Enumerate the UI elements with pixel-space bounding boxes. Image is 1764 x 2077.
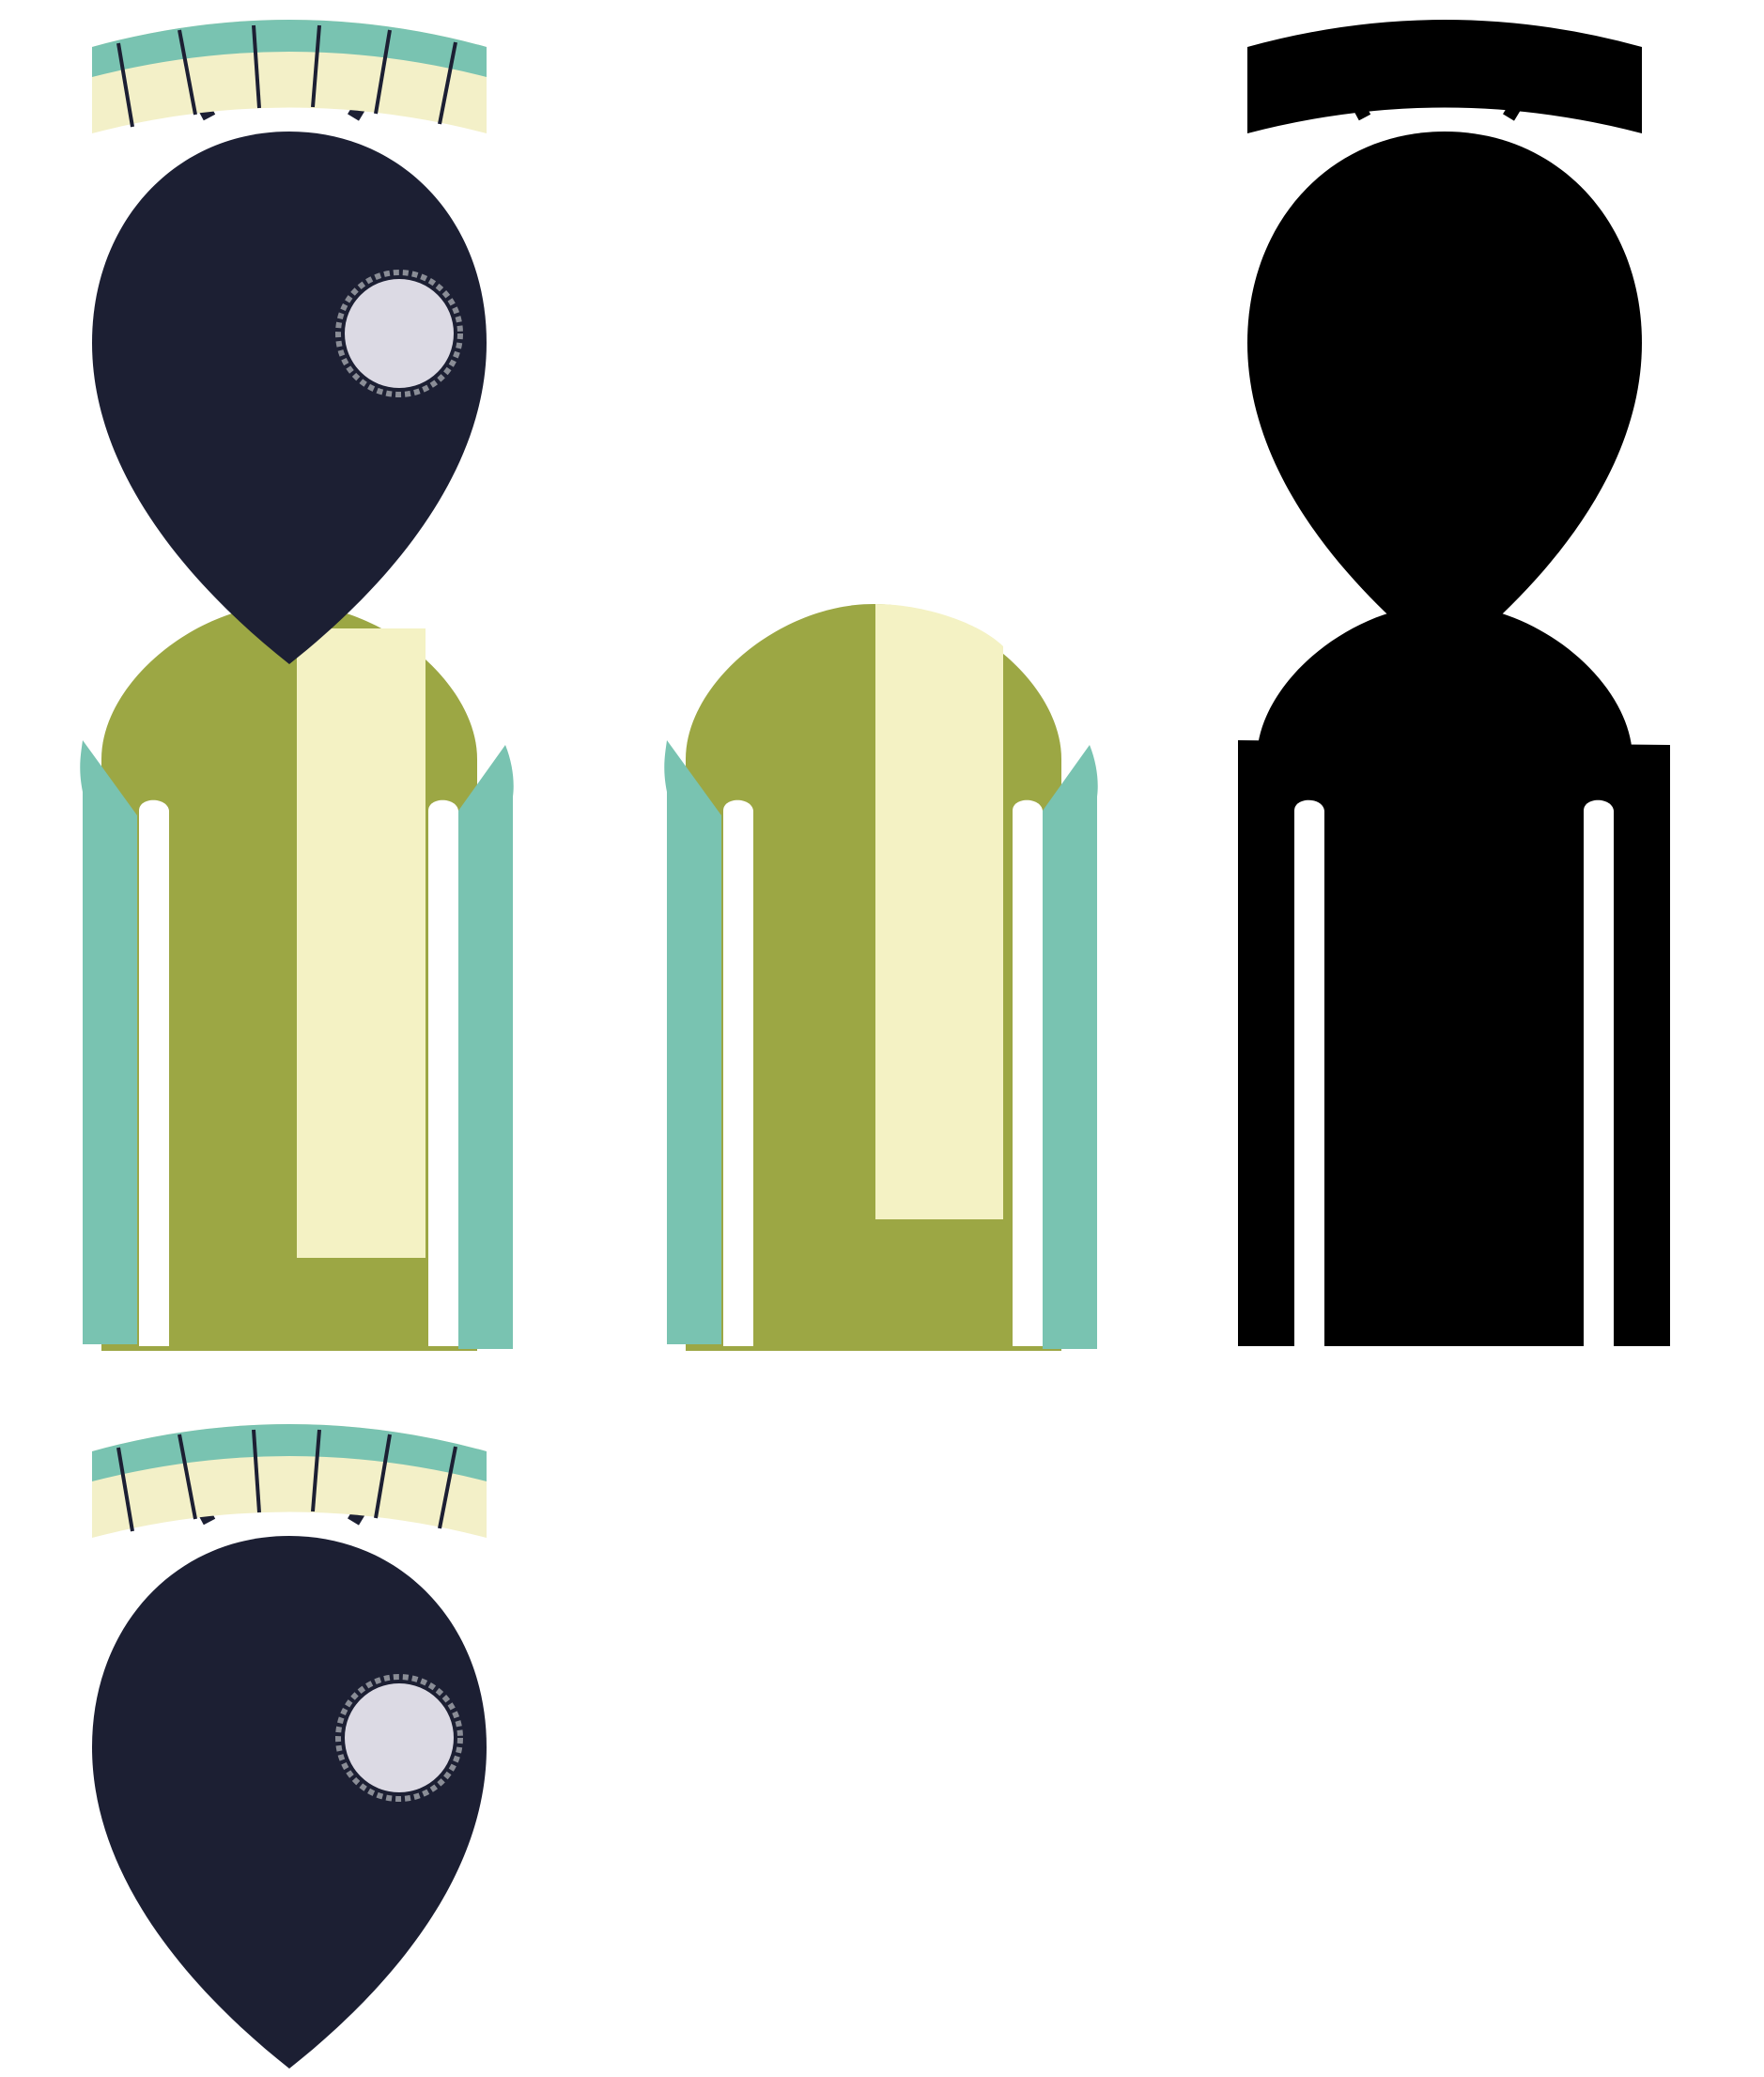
band-ticks [116, 24, 457, 128]
arm-left [664, 740, 721, 1344]
robot-head-icon [92, 132, 487, 664]
silhouette-gap-right [1584, 799, 1614, 1346]
torso-stripe [875, 604, 1003, 1219]
eye-ring [335, 1674, 463, 1802]
arm-gap-right [428, 799, 458, 1346]
headband [92, 1424, 487, 1538]
body-only [664, 604, 1098, 1351]
head [92, 1536, 487, 2069]
character-body [80, 604, 514, 1351]
silhouette-band [1247, 20, 1642, 133]
eye [345, 279, 454, 388]
robot-silhouette-icon [1229, 20, 1670, 1356]
full-character [80, 20, 514, 1351]
head [92, 132, 487, 664]
head-only [92, 1424, 487, 2069]
arm-gap-left [139, 799, 169, 1346]
headband [92, 20, 487, 133]
torso-stripe-top [297, 628, 426, 1258]
arm-gap-right [1013, 799, 1043, 1346]
arm-left [80, 740, 137, 1344]
eye [345, 1683, 454, 1792]
silhouette-gap-left [1294, 799, 1324, 1346]
silhouette-arms [1238, 740, 1670, 1346]
arm-right [458, 745, 514, 1349]
eye-ring [335, 270, 463, 397]
arm-gap-left [723, 799, 753, 1346]
band-ticks [116, 1429, 457, 1532]
silhouette-head [1247, 132, 1642, 664]
robot-head-icon [92, 1536, 487, 2069]
arm-right [1043, 745, 1098, 1349]
